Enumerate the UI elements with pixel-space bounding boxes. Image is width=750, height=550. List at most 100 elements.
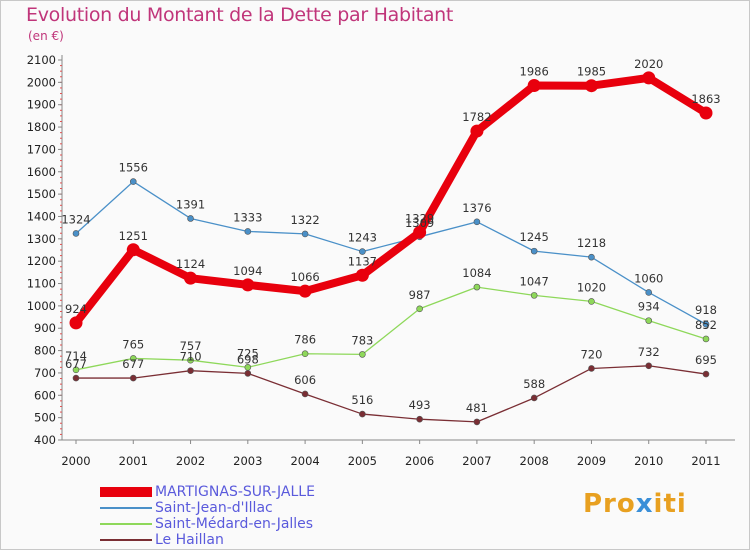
data-label: 698: [237, 352, 259, 366]
y-tick-label: 700: [34, 366, 56, 380]
y-tick-label: 500: [34, 411, 56, 425]
data-point: [129, 178, 137, 185]
legend-label: Le Haillan: [155, 532, 224, 548]
y-tick-label: 2000: [27, 75, 56, 89]
data-point: [298, 284, 312, 298]
data-point: [642, 71, 656, 85]
data-point: [72, 230, 80, 237]
data-point: [473, 218, 481, 226]
data-label: 695: [695, 353, 717, 367]
data-label: 1094: [233, 264, 262, 278]
data-point: [702, 335, 710, 343]
data-point: [645, 289, 653, 296]
data-label: 1556: [119, 161, 148, 175]
y-tick-label: 1800: [27, 120, 56, 134]
data-label: 934: [638, 300, 660, 314]
data-point: [187, 215, 194, 222]
data-point: [473, 283, 481, 291]
y-tick-label: 2100: [27, 53, 56, 67]
x-tick-label: 2002: [176, 454, 205, 468]
data-label: 732: [638, 345, 660, 359]
data-label: 987: [409, 288, 431, 302]
data-point: [530, 394, 538, 402]
data-label: 1322: [290, 213, 319, 227]
series-line: [75, 180, 707, 325]
y-tick-label: 1700: [27, 142, 56, 156]
data-label: 1251: [119, 229, 148, 243]
data-label: 1047: [520, 274, 549, 288]
data-label: 765: [122, 337, 144, 351]
data-label: 1863: [691, 92, 720, 106]
x-tick-label: 2001: [119, 454, 148, 468]
data-label: 1218: [577, 236, 606, 250]
data-label: 783: [351, 333, 373, 347]
data-label: 1020: [577, 280, 606, 294]
chart-subtitle: (en €): [28, 29, 64, 43]
data-point: [473, 418, 481, 426]
y-tick-label: 1500: [27, 187, 56, 201]
y-tick-label: 900: [34, 321, 56, 335]
data-point: [359, 248, 366, 255]
data-point: [244, 364, 252, 371]
data-label: 757: [180, 339, 202, 353]
data-point: [470, 124, 484, 138]
data-label: 852: [695, 318, 717, 332]
x-tick-label: 2007: [462, 454, 491, 468]
data-point: [184, 271, 198, 285]
data-label: 1243: [348, 231, 377, 245]
data-label: 725: [237, 346, 259, 360]
x-tick-label: 2005: [348, 454, 377, 468]
data-point: [355, 268, 369, 282]
data-point: [187, 356, 194, 364]
data-point: [588, 365, 595, 372]
data-label: 786: [294, 333, 316, 347]
legend-label: Saint-Jean-d'Illac: [155, 500, 273, 516]
data-point: [301, 390, 309, 398]
x-tick-label: 2008: [520, 454, 549, 468]
y-tick-label: 1300: [27, 232, 56, 246]
y-tick-label: 1100: [27, 277, 56, 291]
data-label: 1324: [61, 212, 90, 226]
data-label: 710: [180, 350, 202, 364]
y-tick-label: 1900: [27, 98, 56, 112]
legend-swatch: [100, 539, 152, 541]
data-point: [588, 253, 595, 261]
data-label: 1066: [290, 270, 319, 284]
legend-swatch: [100, 487, 152, 497]
legend-swatch: [100, 523, 152, 525]
data-label: 1124: [176, 257, 205, 271]
data-label: 1376: [462, 201, 491, 215]
data-label: 1986: [520, 64, 549, 78]
data-label: 714: [65, 349, 87, 363]
data-point: [72, 374, 80, 382]
data-label: 1309: [405, 216, 434, 230]
y-tick-label: 1400: [27, 209, 56, 223]
x-tick-label: 2006: [405, 454, 434, 468]
data-label: 1985: [577, 65, 606, 79]
data-label: 2020: [634, 57, 663, 71]
data-point: [244, 370, 252, 377]
data-point: [645, 317, 653, 324]
data-label: 481: [466, 401, 488, 415]
x-tick-label: 2009: [577, 454, 606, 468]
data-point: [126, 243, 140, 257]
data-point: [702, 320, 710, 328]
data-label: 1391: [176, 197, 205, 211]
data-point: [241, 278, 255, 292]
data-label: 1137: [348, 254, 377, 268]
y-tick-label: 1600: [27, 165, 56, 179]
x-tick-label: 2003: [233, 454, 262, 468]
data-label: 677: [65, 357, 87, 371]
y-tick-label: 1000: [27, 299, 56, 313]
data-point: [72, 366, 80, 374]
data-point: [359, 410, 366, 418]
data-point: [244, 228, 252, 235]
y-tick-label: 600: [34, 388, 56, 402]
data-label: 1329: [405, 211, 434, 225]
legend-label: Saint-Médard-en-Jalles: [155, 516, 314, 532]
data-point: [645, 362, 653, 370]
data-label: 918: [695, 303, 717, 317]
data-label: 1333: [233, 210, 262, 224]
data-point: [301, 350, 309, 358]
